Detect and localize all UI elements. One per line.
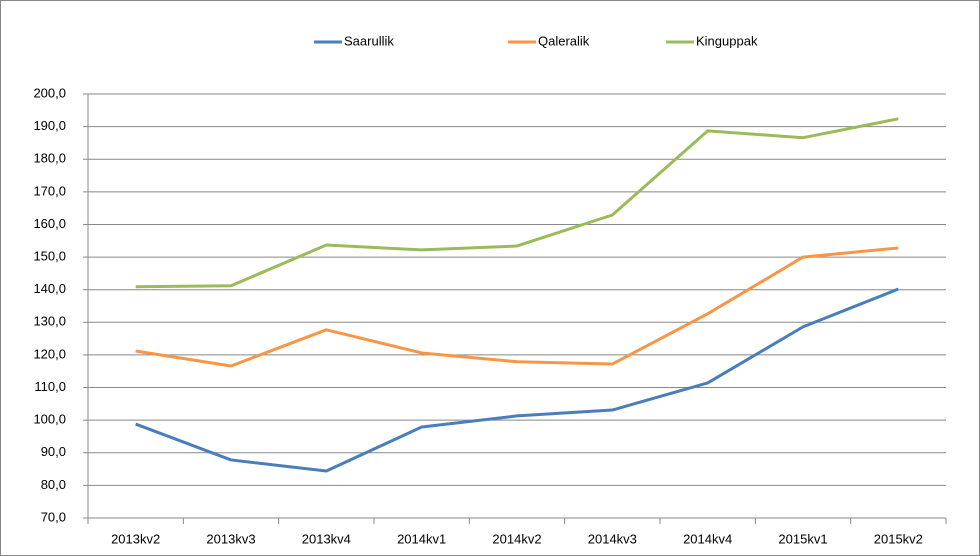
y-tick-label: 120,0: [33, 346, 66, 361]
series-line: [135, 117, 899, 289]
x-tick-label: 2014kv2: [492, 531, 541, 546]
y-tick-label: 130,0: [33, 314, 66, 329]
y-tick-label: 170,0: [33, 183, 66, 198]
y-tick-label: 80,0: [41, 477, 66, 492]
x-tick-label: 2014kv4: [683, 531, 732, 546]
y-tick-label: 190,0: [33, 118, 66, 133]
x-tick-label: 2014kv1: [397, 531, 446, 546]
series-line: [135, 246, 899, 368]
x-tick-label: 2014kv3: [588, 531, 637, 546]
y-tick-label: 180,0: [33, 151, 66, 166]
y-tick-label: 200,0: [33, 85, 66, 100]
y-tick-label: 110,0: [34, 379, 66, 394]
x-tick-label: 2015kv1: [778, 531, 827, 546]
x-tick-label: 2013kv4: [302, 531, 351, 546]
y-tick-label: 90,0: [41, 444, 66, 459]
legend-label: Qaleralik: [538, 33, 590, 48]
legend-label: Kinguppak: [696, 33, 758, 48]
y-tick-label: 150,0: [33, 249, 66, 264]
series-line: [135, 287, 899, 473]
y-tick-label: 70,0: [41, 509, 66, 524]
y-tick-label: 100,0: [33, 412, 66, 427]
x-tick-label: 2013kv3: [206, 531, 255, 546]
y-tick-label: 160,0: [33, 216, 66, 231]
legend-label: Saarullik: [344, 33, 394, 48]
x-tick-label: 2013kv2: [111, 531, 160, 546]
y-tick-label: 140,0: [33, 281, 66, 296]
x-tick-label: 2015kv2: [874, 531, 923, 546]
